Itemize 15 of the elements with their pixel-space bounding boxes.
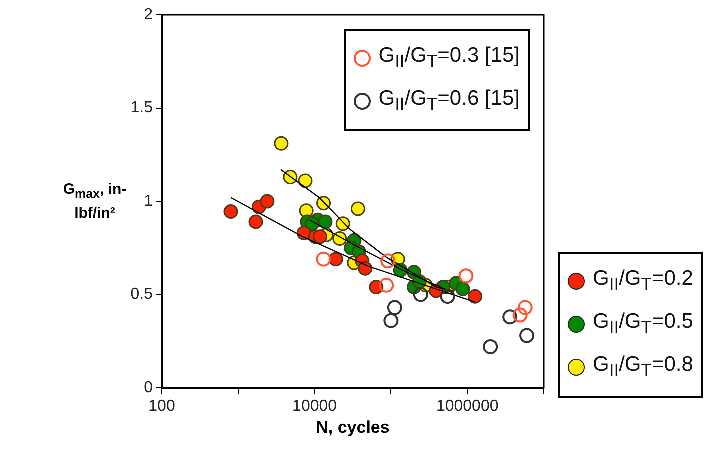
y-tick-label: 1.5 xyxy=(130,100,154,117)
legend-label: G$_{II}$/G$_{T}$=0.6 [15] xyxy=(378,86,520,116)
y-tick-label: 1 xyxy=(144,192,154,210)
x-tick-label: 1000000 xyxy=(436,398,499,416)
x-axis-title: N, cycles xyxy=(315,418,391,438)
legend-label: G$_{II}$/G$_{T}$=0.2 xyxy=(593,266,694,296)
y-axis-title: G$_{max}$, in-lbf/in² xyxy=(62,180,128,224)
y-tick-label: 2 xyxy=(144,6,154,24)
x-tick-label: 100 xyxy=(148,398,176,416)
legend-label: G$_{II}$/G$_{T}$=0.5 xyxy=(593,309,694,340)
x-tick-label: 10000 xyxy=(292,398,338,416)
legend-label: G$_{II}$/G$_{T}$=0.8 xyxy=(593,352,694,383)
y-tick-label: 0.5 xyxy=(130,286,154,304)
y-tick-label: 0 xyxy=(144,379,154,396)
legend-label: G$_{II}$/G$_{T}$=0.3 [15] xyxy=(378,43,520,74)
